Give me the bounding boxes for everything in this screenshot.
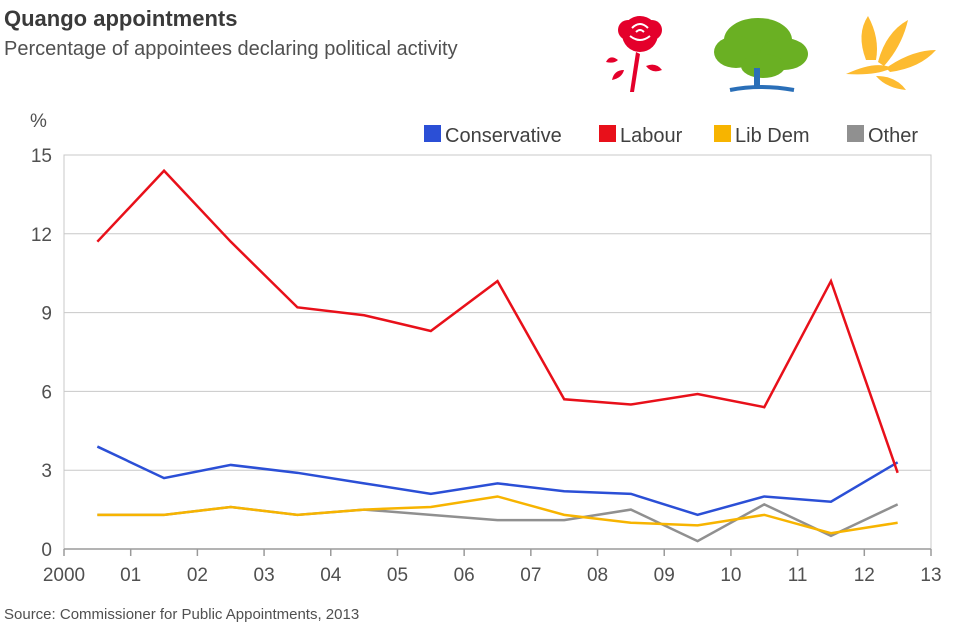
series-line-other (97, 502, 899, 543)
x-tick-label: 08 (587, 565, 608, 586)
x-tick-label: 06 (454, 565, 475, 586)
y-tick-label: 3 (41, 461, 52, 482)
x-tick-label: 10 (720, 565, 741, 586)
legend-label: Labour (620, 125, 683, 147)
source-note: Source: Commissioner for Public Appointm… (4, 606, 360, 623)
y-tick-label: 12 (31, 225, 52, 246)
legend-swatch (599, 125, 616, 142)
series-line-conservative (96, 445, 899, 517)
y-tick-label: 6 (41, 382, 52, 403)
y-tick-label: 9 (41, 304, 52, 325)
y-tick-label: 0 (41, 540, 52, 561)
x-tick-label: 04 (320, 565, 342, 586)
x-tick-label: 05 (387, 565, 408, 586)
chart-title: Quango appointments (4, 6, 238, 31)
legend-label: Lib Dem (735, 125, 809, 147)
series-line-labour (96, 168, 899, 474)
legend-label: Other (868, 125, 918, 147)
x-tick-label: 01 (120, 565, 141, 586)
y-unit-label: % (30, 111, 47, 132)
x-tick-label: 03 (254, 565, 275, 586)
libdem-bird-icon (846, 16, 936, 90)
x-tick-label: 11 (788, 565, 808, 586)
legend-swatch (714, 125, 731, 142)
x-tick-label: 02 (187, 565, 208, 586)
series-line-lib-dem (97, 495, 898, 535)
x-tick-label: 07 (520, 565, 541, 586)
conservative-tree-icon (714, 18, 808, 92)
chart-subtitle: Percentage of appointees declaring polit… (4, 38, 458, 60)
legend-label: Conservative (445, 125, 562, 147)
labour-rose-icon (606, 16, 662, 92)
plot-frame (63, 154, 932, 550)
legend-swatch (424, 125, 441, 142)
y-tick-label: 15 (31, 146, 52, 167)
legend-swatch (847, 125, 864, 142)
x-tick-label: 12 (854, 565, 875, 586)
x-tick-label: 2000 (43, 565, 85, 586)
x-tick-label: 09 (654, 565, 675, 586)
x-tick-label: 13 (920, 565, 941, 586)
